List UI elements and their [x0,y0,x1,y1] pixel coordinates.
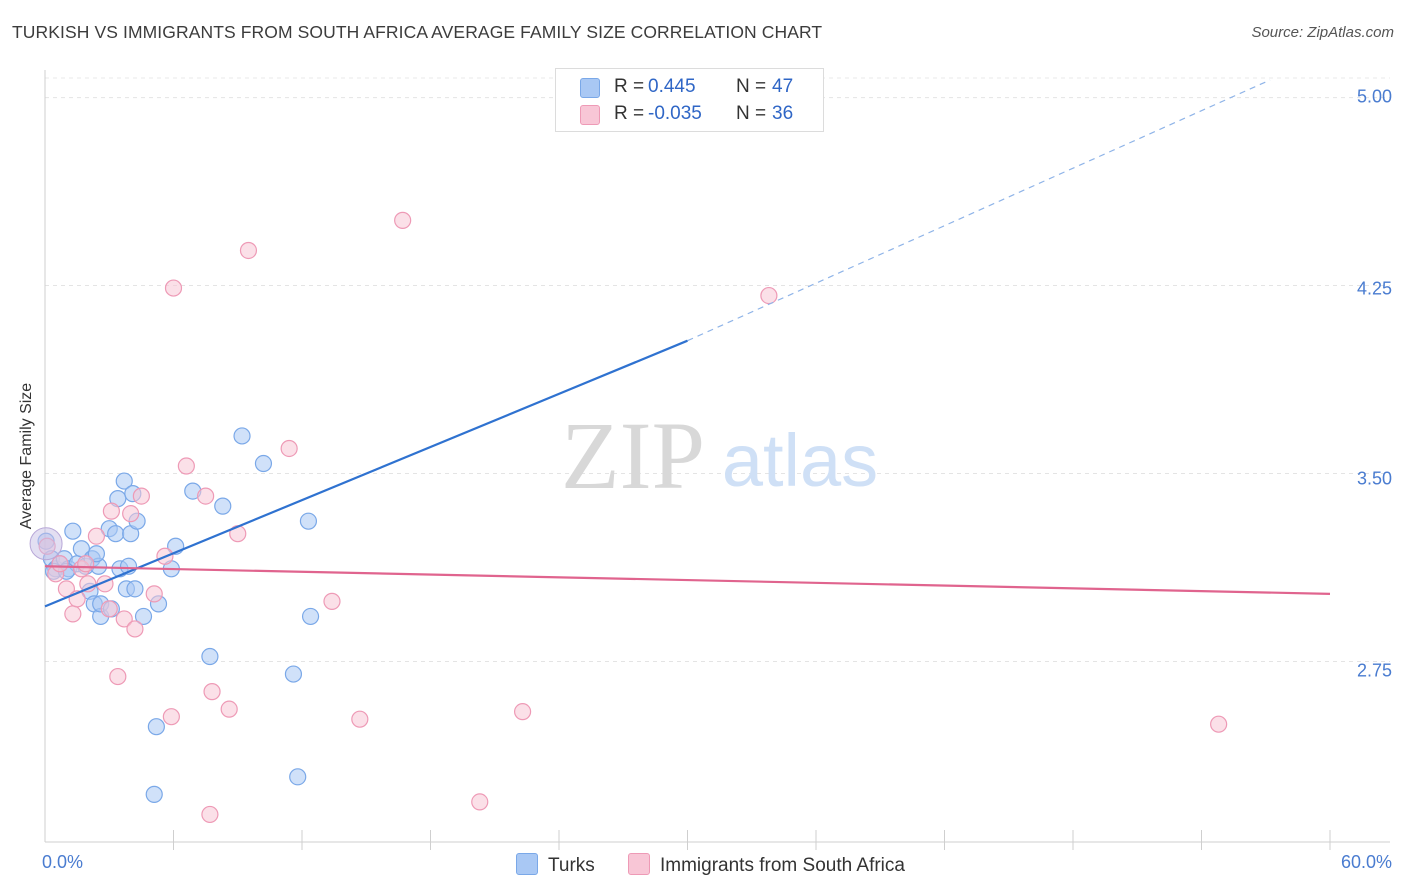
south-africa-point [394,211,412,229]
turks-point [201,647,219,666]
turks-point [115,472,133,490]
south-africa-point [471,793,489,811]
r-value: -0.035 [648,103,702,124]
turks-point [233,427,251,445]
south-africa-point [77,555,95,573]
south-africa-point [51,555,69,573]
south-africa-point [280,439,298,458]
turks-point [147,718,165,736]
south-africa-legend-icon [628,853,650,875]
y-tick-label: 4.25 [1356,278,1392,299]
south-africa-point [100,600,118,618]
south-africa-point [64,605,82,623]
watermark-atlas: atlas [722,419,878,502]
south-africa-point [201,805,219,824]
turks-point [214,497,232,515]
chart-title: TURKISH VS IMMIGRANTS FROM SOUTH AFRICA … [12,22,823,42]
turks-point [87,545,106,563]
r-label: R = [614,76,645,97]
south-africa-point [164,279,183,297]
r-label: R = [614,103,645,124]
south-africa-point [513,703,532,721]
turks-point [299,512,318,530]
south-africa-point [351,710,369,728]
south-africa-point [115,610,133,628]
turks-point [254,454,273,473]
south-africa-point [122,505,140,523]
turks-point [301,607,320,626]
legend-item-south-africa[interactable]: Immigrants from South Africa [628,853,905,877]
turks-swatch-icon [580,78,600,98]
x-tick-label-max: 60.0% [1340,852,1392,872]
turks-point [134,607,153,626]
turks-point [284,665,303,683]
watermark-zip: ZIP [561,402,705,509]
south-africa-point [323,592,341,610]
south-africa-point [197,487,215,505]
turks-point [64,522,82,540]
south-africa-point [1210,715,1228,733]
south-africa-point [203,683,221,701]
south-africa-swatch-icon [580,105,600,125]
y-tick-label: 2.75 [1356,660,1392,681]
source-label: Source: ZipAtlas.com [1251,24,1394,41]
n-label: N = [736,76,767,97]
correlation-legend: R = 0.445 N = 47 R = -0.035 N = 36 [555,68,824,132]
legend-item-turks[interactable]: Turks [516,853,595,877]
south-africa-point [760,286,778,305]
south-africa-point [220,700,238,718]
south-africa-point [132,487,150,505]
n-value: 47 [772,76,794,97]
legend-label: Immigrants from South Africa [660,855,905,876]
overlap-point [29,527,63,561]
x-tick-label-min: 0.0% [42,852,84,872]
turks-point [289,768,307,786]
y-tick-label: 5.00 [1356,86,1392,107]
south-africa-trend-line [44,565,1331,595]
turks-trend-extension [687,79,1271,342]
south-africa-point [109,667,127,686]
legend-label: Turks [548,855,595,876]
turks-point [126,580,144,598]
r-value: 0.445 [648,76,696,97]
south-africa-point [162,708,180,726]
south-africa-point [145,585,163,603]
turks-trend-line [44,339,688,608]
south-africa-point [126,620,144,638]
south-africa-point [239,241,258,260]
south-africa-point [87,527,106,545]
n-value: 36 [772,103,794,124]
turks-point [107,525,125,543]
turks-legend-icon [516,853,538,875]
turks-point [145,785,163,803]
y-tick-label: 3.50 [1356,468,1392,489]
n-label: N = [736,103,767,124]
south-africa-point [102,502,120,520]
south-africa-point [177,457,195,475]
